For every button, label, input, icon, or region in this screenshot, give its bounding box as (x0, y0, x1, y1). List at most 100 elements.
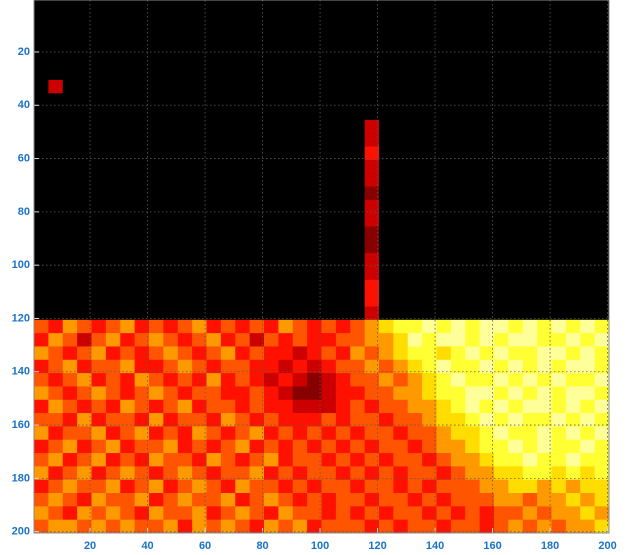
cell (307, 280, 322, 294)
cell (307, 120, 322, 134)
cell (207, 213, 222, 227)
cell (221, 346, 236, 360)
cell (207, 53, 222, 67)
cell (336, 213, 351, 227)
cell (494, 440, 509, 454)
cell (465, 267, 480, 281)
cell (437, 493, 452, 507)
cell (48, 493, 63, 507)
cell (293, 0, 308, 14)
cell (178, 480, 193, 494)
cell (135, 120, 150, 134)
cell (393, 306, 408, 320)
cell (595, 400, 610, 414)
cell (552, 120, 567, 134)
cell (48, 173, 63, 187)
cell (34, 133, 49, 147)
cell (566, 453, 581, 467)
cell (465, 120, 480, 134)
cell (264, 0, 279, 14)
cell (278, 13, 293, 27)
cell (508, 227, 523, 241)
cell (293, 280, 308, 294)
cell (523, 280, 538, 294)
cell (221, 53, 236, 67)
cell (336, 27, 351, 41)
cell (379, 133, 394, 147)
cell (379, 400, 394, 414)
cell (293, 480, 308, 494)
cell (92, 267, 107, 281)
cell (221, 440, 236, 454)
cell (393, 360, 408, 374)
cell (422, 0, 437, 14)
cell (178, 133, 193, 147)
cell (149, 80, 164, 94)
cell (523, 187, 538, 201)
cell (437, 280, 452, 294)
cell (278, 213, 293, 227)
cell (393, 480, 408, 494)
cell (322, 120, 337, 134)
cell (379, 426, 394, 440)
cell (494, 0, 509, 14)
cell (235, 0, 250, 14)
cell (63, 493, 78, 507)
cell (278, 80, 293, 94)
cell (235, 160, 250, 174)
cell (537, 480, 552, 494)
cell (552, 213, 567, 227)
cell (437, 80, 452, 94)
cell (192, 480, 207, 494)
cell (336, 120, 351, 134)
cell (322, 293, 337, 307)
cell (379, 480, 394, 494)
cell (149, 333, 164, 347)
cell (465, 480, 480, 494)
cell (92, 506, 107, 520)
cell (307, 0, 322, 14)
cell (34, 440, 49, 454)
cell (451, 440, 466, 454)
cell (106, 386, 121, 400)
cell (293, 293, 308, 307)
cell (178, 453, 193, 467)
cell (336, 440, 351, 454)
cell (595, 0, 610, 14)
cell (34, 493, 49, 507)
cell (63, 440, 78, 454)
cell (278, 493, 293, 507)
cell (451, 426, 466, 440)
cell (149, 133, 164, 147)
cell (408, 293, 423, 307)
cell (192, 440, 207, 454)
cell (221, 0, 236, 14)
cell (508, 120, 523, 134)
cell (408, 13, 423, 27)
cell (566, 426, 581, 440)
cell (437, 13, 452, 27)
cell (221, 227, 236, 241)
cell (120, 280, 135, 294)
cell (494, 453, 509, 467)
cell (465, 227, 480, 241)
cell (408, 386, 423, 400)
cell (393, 27, 408, 41)
cell (336, 386, 351, 400)
cell (77, 80, 92, 94)
cell (523, 506, 538, 520)
cell (207, 506, 222, 520)
cell (336, 80, 351, 94)
cell (278, 240, 293, 254)
cell (437, 213, 452, 227)
cell (552, 480, 567, 494)
cell (494, 373, 509, 387)
cell (552, 280, 567, 294)
cell (63, 346, 78, 360)
cell (508, 400, 523, 414)
cell (508, 280, 523, 294)
cell (566, 267, 581, 281)
cell (437, 453, 452, 467)
cell (48, 227, 63, 241)
cell (336, 267, 351, 281)
